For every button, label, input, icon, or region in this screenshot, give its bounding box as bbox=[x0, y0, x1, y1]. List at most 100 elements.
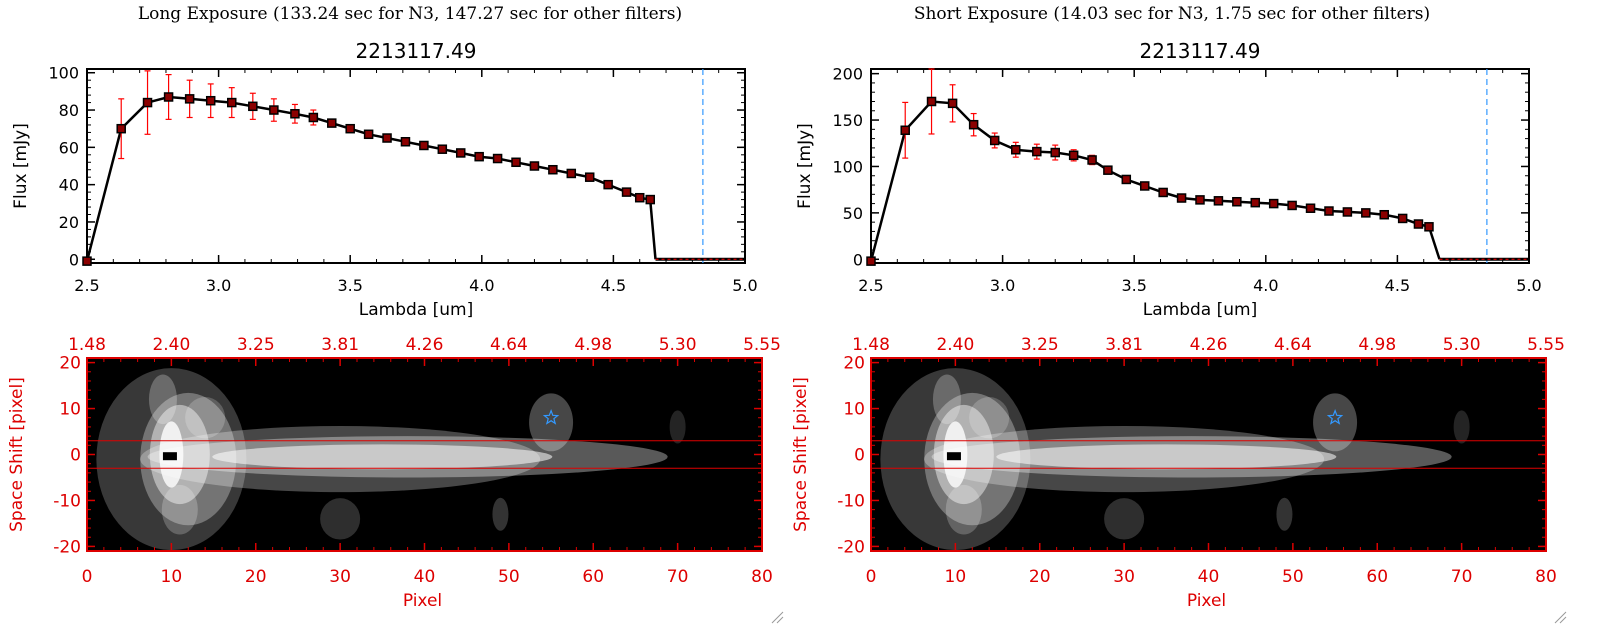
image-glow bbox=[669, 410, 686, 444]
data-point bbox=[1287, 200, 1297, 211]
long-exposure-panel: 2213117.492.5 3.0 3.5 4.0 4.5 5.0020406080100… bbox=[7, 39, 781, 611]
spectrum-xtick-label: 2.5 bbox=[858, 276, 883, 295]
image-ylabel: Space Shift [pixel] bbox=[791, 377, 811, 532]
data-point bbox=[1050, 147, 1060, 158]
short-exposure-heading: Short Exposure (14.03 sec for N3, 1.75 s… bbox=[913, 4, 1431, 24]
spectrum-title: 2213117.49 bbox=[1140, 39, 1261, 63]
data-point bbox=[1195, 195, 1205, 205]
image-ytick-label: 0 bbox=[854, 446, 865, 466]
data-point bbox=[548, 164, 558, 175]
image-xtick-label: 40 bbox=[1198, 567, 1220, 587]
data-point bbox=[1424, 222, 1434, 232]
spectrum-xtick-label: 2.5 bbox=[74, 276, 99, 295]
data-point bbox=[1397, 213, 1408, 224]
data-point bbox=[584, 172, 595, 182]
spectrum-ytick-label: 200 bbox=[832, 65, 863, 84]
spectrum-title: 2213117.49 bbox=[356, 39, 477, 63]
data-point bbox=[1250, 197, 1261, 208]
image-glow bbox=[148, 374, 177, 425]
long-exposure-heading: Long Exposure (133.24 sec for N3, 147.27… bbox=[137, 4, 683, 24]
resize-grip-icon-right[interactable] bbox=[1553, 610, 1567, 624]
spectrum-ytick-label: 20 bbox=[59, 213, 79, 232]
data-point bbox=[1342, 207, 1353, 217]
image-ytick-label: -10 bbox=[837, 491, 865, 511]
data-point bbox=[1103, 165, 1113, 175]
data-point bbox=[1032, 146, 1042, 157]
image-top-tick-label: 4.26 bbox=[1190, 335, 1228, 355]
image-ytick-label: 20 bbox=[843, 354, 865, 374]
spectrum-xtick-label: 3.5 bbox=[337, 276, 362, 295]
image-xtick-label: 30 bbox=[329, 567, 351, 587]
data-point bbox=[645, 194, 655, 205]
image-top-tick-label: 1.48 bbox=[68, 335, 106, 355]
image-top-tick-label: 5.30 bbox=[659, 335, 697, 355]
spectrum-xtick-label: 5.0 bbox=[732, 276, 757, 295]
image-glow bbox=[924, 392, 1021, 526]
image-glow bbox=[1313, 393, 1358, 452]
image-xtick-label: 0 bbox=[82, 567, 93, 587]
spectrum-line bbox=[85, 95, 657, 262]
spectrum-ytick-label: 50 bbox=[843, 204, 863, 223]
image-ytick-label: 10 bbox=[843, 400, 865, 420]
data-point bbox=[529, 161, 540, 171]
spectrum-line bbox=[869, 100, 1441, 262]
data-point bbox=[1176, 193, 1187, 203]
image-xtick-label: 70 bbox=[667, 567, 689, 587]
image-xtick-label: 60 bbox=[1366, 567, 1388, 587]
data-point bbox=[1121, 174, 1132, 185]
image-top-tick-label: 3.25 bbox=[237, 335, 275, 355]
image-glow bbox=[492, 497, 509, 531]
image-glow bbox=[945, 484, 982, 535]
spectrum-ytick-label: 150 bbox=[832, 111, 863, 130]
spectrum-ytick-label: 100 bbox=[832, 157, 863, 176]
image-ylabel: Space Shift [pixel] bbox=[7, 377, 27, 532]
spectrum-xtick-label: 4.5 bbox=[601, 276, 626, 295]
spectrum-xtick-label: 4.0 bbox=[1253, 276, 1278, 295]
data-point bbox=[363, 129, 374, 140]
data-point bbox=[989, 135, 1000, 146]
image-glow bbox=[969, 397, 1010, 439]
spectrum-ytick-label: 0 bbox=[853, 250, 863, 269]
star-marker-icon bbox=[542, 409, 560, 425]
image-top-tick-label: 5.30 bbox=[1443, 335, 1481, 355]
data-point bbox=[1213, 196, 1224, 206]
image-xtick-label: 0 bbox=[866, 567, 877, 587]
data-point bbox=[511, 157, 521, 168]
spectrum-ytick-label: 60 bbox=[59, 138, 79, 157]
data-point bbox=[308, 112, 319, 123]
data-point bbox=[1087, 155, 1097, 165]
image-xlabel: Pixel bbox=[403, 591, 442, 611]
spectrum-ytick-label: 0 bbox=[69, 250, 79, 269]
image-top-tick-label: 4.26 bbox=[406, 335, 444, 355]
image-glow bbox=[932, 374, 961, 425]
data-point bbox=[603, 179, 613, 190]
image-xtick-label: 80 bbox=[1535, 567, 1557, 587]
data-point bbox=[116, 123, 126, 134]
data-point bbox=[142, 97, 153, 108]
image-xtick-label: 60 bbox=[582, 567, 604, 587]
data-point bbox=[1361, 208, 1371, 218]
data-point bbox=[437, 144, 448, 154]
image-ytick-label: -10 bbox=[53, 491, 81, 511]
data-point bbox=[419, 140, 429, 151]
image-top-tick-label: 4.98 bbox=[1358, 335, 1396, 355]
data-point bbox=[345, 123, 355, 134]
image-glow bbox=[212, 444, 553, 470]
image-ytick-label: 20 bbox=[59, 354, 81, 374]
data-point bbox=[290, 109, 300, 119]
data-point bbox=[1158, 187, 1168, 198]
data-point bbox=[1305, 203, 1316, 213]
data-point bbox=[1324, 206, 1334, 216]
image-xtick-label: 50 bbox=[498, 567, 520, 587]
data-point bbox=[474, 151, 484, 162]
data-point bbox=[634, 192, 645, 203]
data-point bbox=[184, 94, 195, 104]
data-point bbox=[205, 95, 216, 106]
short-exposure-panel: 2213117.492.5 3.0 3.5 4.0 4.5 5.0050100150200… bbox=[791, 39, 1565, 611]
peak-pixel bbox=[946, 452, 961, 461]
resize-grip-icon-left[interactable] bbox=[770, 610, 784, 624]
image-glow bbox=[1453, 410, 1470, 444]
peak-pixel bbox=[162, 452, 177, 461]
spectrum-ytick-label: 40 bbox=[59, 176, 79, 195]
